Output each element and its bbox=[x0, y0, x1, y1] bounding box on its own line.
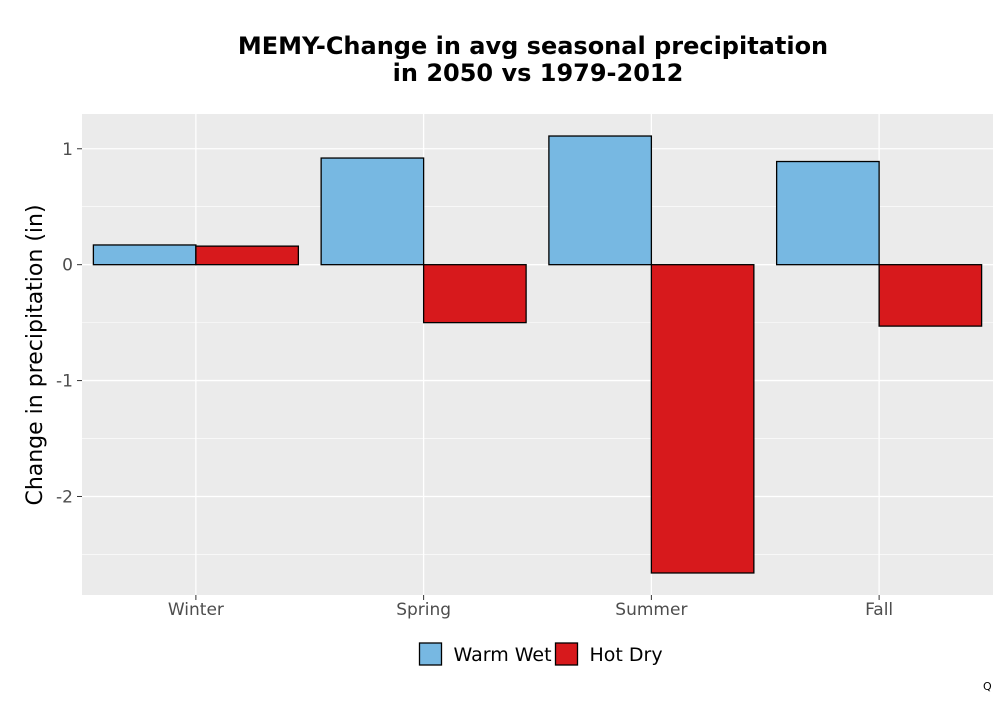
x-tick-label-winter: Winter bbox=[168, 600, 224, 620]
bar-hot-dry-spring bbox=[422, 264, 527, 324]
chart-title-line-1: MEMY-Change in avg seasonal precipitatio… bbox=[238, 32, 828, 60]
y-tick-label: 1 bbox=[62, 140, 73, 160]
legend-key-hot-dry bbox=[554, 642, 579, 666]
legend: Warm Wet Hot Dry bbox=[418, 642, 663, 666]
bar-hot-dry-fall bbox=[878, 264, 983, 327]
bars bbox=[92, 135, 983, 574]
bar-warm-wet-fall bbox=[775, 160, 880, 266]
bar-hot-dry-summer bbox=[650, 264, 755, 574]
x-tick-label-spring: Spring bbox=[396, 600, 451, 620]
x-axis: Winter Spring Summer Fall bbox=[168, 595, 893, 620]
bar-hot-dry-winter bbox=[195, 245, 300, 266]
bar-warm-wet-spring bbox=[320, 157, 425, 266]
chart-title-line-2: in 2050 vs 1979-2012 bbox=[393, 59, 684, 87]
corner-mark: Q bbox=[983, 680, 992, 693]
y-tick-label: 0 bbox=[62, 256, 73, 276]
y-tick-label: -2 bbox=[56, 487, 73, 507]
y-axis-title: Change in precipitation (in) bbox=[23, 204, 48, 505]
y-axis: 1 0 -1 -2 bbox=[56, 140, 82, 507]
bar-warm-wet-winter bbox=[92, 244, 197, 266]
x-tick-label-summer: Summer bbox=[615, 600, 687, 620]
x-tick-label-fall: Fall bbox=[865, 600, 893, 620]
bar-warm-wet-summer bbox=[548, 135, 653, 266]
legend-key-warm-wet bbox=[418, 642, 443, 666]
y-tick-label: -1 bbox=[56, 372, 73, 392]
legend-label-warm-wet: Warm Wet bbox=[454, 644, 552, 666]
chart-title: MEMY-Change in avg seasonal precipitatio… bbox=[238, 32, 828, 87]
legend-label-hot-dry: Hot Dry bbox=[590, 644, 663, 666]
